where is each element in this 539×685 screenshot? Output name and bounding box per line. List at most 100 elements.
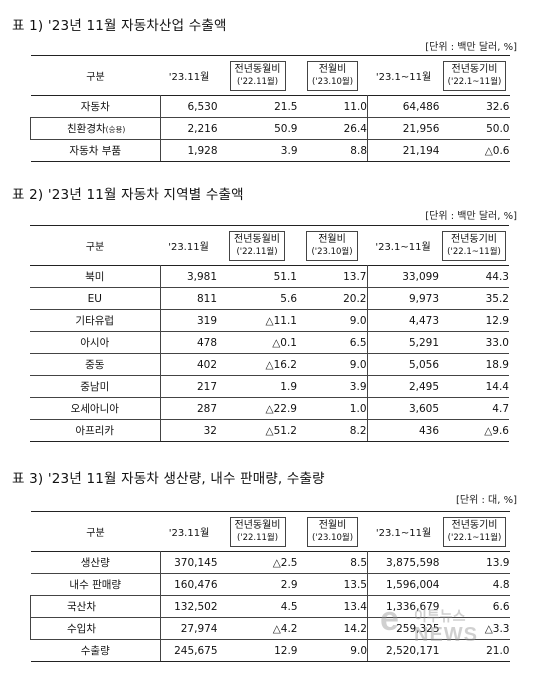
- table2-title: 표 2) '23년 11월 자동차 지역별 수출액: [12, 187, 244, 203]
- cell-ytd-yoy: 6.6: [439, 595, 510, 618]
- row-label: 국산차: [30, 595, 161, 618]
- cell-yoy: △51.2: [217, 419, 297, 442]
- cell-ytd: 1,336,679: [367, 595, 440, 618]
- header-ytd-yoy: 전년동기비 ('22.1~11월): [439, 226, 509, 266]
- cell-mom: 9.0: [297, 353, 368, 376]
- header-mom: 전월비 ('23.10월): [297, 226, 367, 266]
- row-label: 내수 판매량: [30, 573, 161, 596]
- cell-month: 6,530: [160, 95, 218, 118]
- table-row: 북미 3,981 51.1 13.7 33,099 44.3: [30, 265, 509, 288]
- cell-mom: 11.0: [297, 95, 368, 118]
- cell-ytd-yoy: 33.0: [439, 331, 509, 354]
- row-label: 중동: [30, 353, 161, 376]
- header-month: '23.11월: [168, 528, 210, 539]
- row-label-qualifier: (승용): [105, 125, 126, 134]
- cell-mom: 14.2: [297, 617, 368, 640]
- cell-mom: 9.0: [297, 639, 368, 662]
- cell-month: 132,502: [160, 595, 218, 618]
- header-ytd: '23.1~11월: [375, 72, 432, 83]
- cell-ytd: 5,291: [367, 331, 439, 354]
- cell-ytd-yoy: 44.3: [439, 265, 509, 288]
- table2-unit: [단위 : 백만 달러, %]: [425, 211, 517, 222]
- cell-yoy: 5.6: [217, 287, 297, 310]
- cell-month: 370,145: [160, 551, 218, 574]
- row-label: 수출량: [30, 639, 161, 662]
- cell-yoy: 51.1: [217, 265, 297, 288]
- table-row: 아시아 478 △0.1 6.5 5,291 33.0: [30, 331, 509, 354]
- table3: 구분 '23.11월 전년동월비 ('22.11월) 전월비 ('23.10월) '…: [30, 511, 510, 662]
- cell-yoy: △2.5: [217, 551, 298, 574]
- cell-mom: 13.4: [297, 595, 368, 618]
- table1-title: 표 1) '23년 11월 자동차산업 수출액: [12, 18, 227, 34]
- header-mom: 전월비 ('23.10월): [298, 56, 368, 96]
- cell-yoy: △11.1: [217, 309, 297, 332]
- cell-month: 811: [160, 287, 217, 310]
- cell-mom: 1.0: [297, 397, 368, 420]
- header-yoy: 전년동월비 ('22.11월): [218, 56, 298, 96]
- cell-ytd: 21,194: [367, 139, 440, 162]
- cell-yoy: △22.9: [217, 397, 297, 420]
- header-mom: 전월비 ('23.10월): [298, 512, 368, 552]
- table-row: EU 811 5.6 20.2 9,973 35.2: [30, 287, 509, 310]
- cell-month: 32: [160, 419, 217, 442]
- table-row: 중동 402 △16.2 9.0 5,056 18.9: [30, 353, 509, 376]
- cell-yoy: 21.5: [217, 95, 298, 118]
- header-yoy: 전년동월비 ('22.11월): [217, 226, 297, 266]
- cell-mom: 8.2: [297, 419, 368, 442]
- cell-month: 1,928: [160, 139, 218, 162]
- cell-month: 27,974: [160, 617, 218, 640]
- cell-ytd: 1,596,004: [367, 573, 440, 596]
- row-label: 자동차 부품: [30, 139, 161, 162]
- header-month: '23.11월: [168, 72, 210, 83]
- row-label: 생산량: [30, 551, 161, 574]
- cell-ytd: 259,325: [367, 617, 440, 640]
- table-row: 오세아니아 287 △22.9 1.0 3,605 4.7: [30, 397, 509, 420]
- cell-yoy: 3.9: [217, 139, 298, 162]
- table-row: 기타유럽 319 △11.1 9.0 4,473 12.9: [30, 309, 509, 332]
- cell-yoy: △4.2: [217, 617, 298, 640]
- row-label: 아프리카: [30, 419, 161, 442]
- table2: 구분 '23.11월 전년동월비 ('22.11월) 전월비 ('23.10월) '…: [30, 225, 509, 442]
- cell-month: 287: [160, 397, 217, 420]
- cell-mom: 6.5: [297, 331, 368, 354]
- table-row: 생산량 370,145 △2.5 8.5 3,875,598 13.9: [30, 551, 510, 574]
- table-row: 아프리카 32 △51.2 8.2 436 △9.6: [30, 419, 509, 442]
- cell-ytd-yoy: 4.7: [439, 397, 509, 420]
- cell-month: 2,216: [160, 117, 218, 140]
- cell-ytd-yoy: 18.9: [439, 353, 509, 376]
- table-row: 친환경차(승용) 2,216 50.9 26.4 21,956 50.0: [30, 117, 510, 140]
- cell-ytd-yoy: 21.0: [439, 639, 510, 662]
- row-label: 북미: [30, 265, 161, 288]
- cell-mom: 13.5: [297, 573, 368, 596]
- cell-ytd: 3,875,598: [367, 551, 440, 574]
- cell-ytd: 2,495: [367, 375, 439, 398]
- table-row: 국산차 132,502 4.5 13.4 1,336,679 6.6: [30, 595, 510, 618]
- row-label: 오세아니아: [30, 397, 161, 420]
- cell-mom: 20.2: [297, 287, 368, 310]
- cell-mom: 9.0: [297, 309, 368, 332]
- row-label: 수입차: [30, 617, 161, 640]
- cell-ytd-yoy: 13.9: [439, 551, 510, 574]
- table-row: 중남미 217 1.9 3.9 2,495 14.4: [30, 375, 509, 398]
- cell-mom: 3.9: [297, 375, 368, 398]
- header-category: 구분: [85, 242, 105, 253]
- cell-mom: 13.7: [297, 265, 368, 288]
- table-row: 내수 판매량 160,476 2.9 13.5 1,596,004 4.8: [30, 573, 510, 596]
- row-label: EU: [30, 287, 161, 310]
- row-label: 자동차: [30, 95, 161, 118]
- header-yoy: 전년동월비 ('22.11월): [218, 512, 298, 552]
- cell-yoy: 12.9: [217, 639, 298, 662]
- cell-mom: 26.4: [297, 117, 368, 140]
- cell-ytd-yoy: △0.6: [439, 139, 510, 162]
- cell-ytd-yoy: 4.8: [439, 573, 510, 596]
- header-ytd: '23.1~11월: [375, 528, 432, 539]
- cell-yoy: 4.5: [217, 595, 298, 618]
- cell-ytd-yoy: △3.3: [439, 617, 510, 640]
- table1: 구분 '23.11월 전년동월비 ('22.11월) 전월비 ('23.10월) '…: [30, 55, 510, 162]
- header-month: '23.11월: [168, 242, 209, 253]
- header-ytd: '23.1~11월: [375, 242, 431, 253]
- cell-ytd: 436: [367, 419, 439, 442]
- table3-unit: [단위 : 대, %]: [456, 495, 517, 506]
- table1-unit: [단위 : 백만 달러, %]: [425, 42, 517, 53]
- cell-ytd: 21,956: [367, 117, 440, 140]
